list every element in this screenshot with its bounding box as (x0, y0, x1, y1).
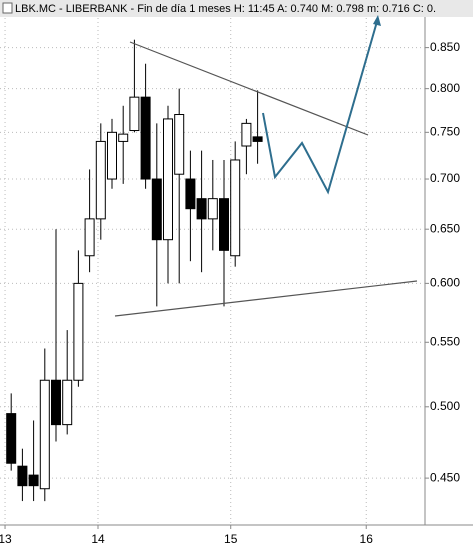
candle-body (230, 159, 241, 257)
projection-path (262, 17, 379, 195)
x-tick-label: 13 (0, 532, 12, 546)
candle-body (151, 178, 162, 241)
trend-line (114, 280, 418, 317)
y-tick-label: 0.600 (430, 276, 460, 290)
y-tick-label: 0.850 (430, 40, 460, 54)
header-bar (0, 0, 473, 17)
y-tick-label: 0.550 (430, 334, 460, 348)
candle-body (73, 282, 84, 381)
candle-body (241, 122, 252, 147)
y-tick-label: 0.750 (430, 125, 460, 139)
candle-body (6, 413, 17, 464)
candle-body (51, 379, 61, 426)
candle-body (129, 96, 140, 132)
candle-body (219, 198, 229, 251)
x-tick-label: 14 (91, 532, 105, 546)
candle-body (174, 114, 185, 175)
candle-body (62, 379, 73, 426)
candle-body (163, 118, 173, 241)
candle-body (207, 198, 218, 220)
y-tick-label: 0.650 (430, 221, 460, 235)
candle-body (140, 96, 151, 180)
y-tick-label: 0.500 (430, 399, 460, 413)
x-tick-label: 16 (360, 532, 374, 546)
candle-body (185, 178, 196, 210)
candle-body (17, 465, 28, 487)
candle-body (107, 131, 117, 180)
chart-title: LBK.MC - LIBERBANK - Fin de día 1 meses … (15, 3, 436, 15)
x-tick-label: 15 (224, 532, 238, 546)
candle-body (84, 218, 95, 257)
y-tick-label: 0.450 (430, 470, 460, 484)
candle-body (95, 140, 106, 220)
y-tick-label: 0.800 (430, 81, 460, 95)
candle-body (196, 198, 207, 220)
y-tick-label: 0.700 (430, 171, 460, 185)
candle-body (118, 133, 129, 142)
candle-body (39, 379, 50, 490)
candle-body (28, 474, 39, 487)
header-icon (2, 2, 13, 14)
projection-arrow (373, 15, 381, 26)
trend-line (129, 41, 369, 136)
candle-body (252, 136, 263, 142)
